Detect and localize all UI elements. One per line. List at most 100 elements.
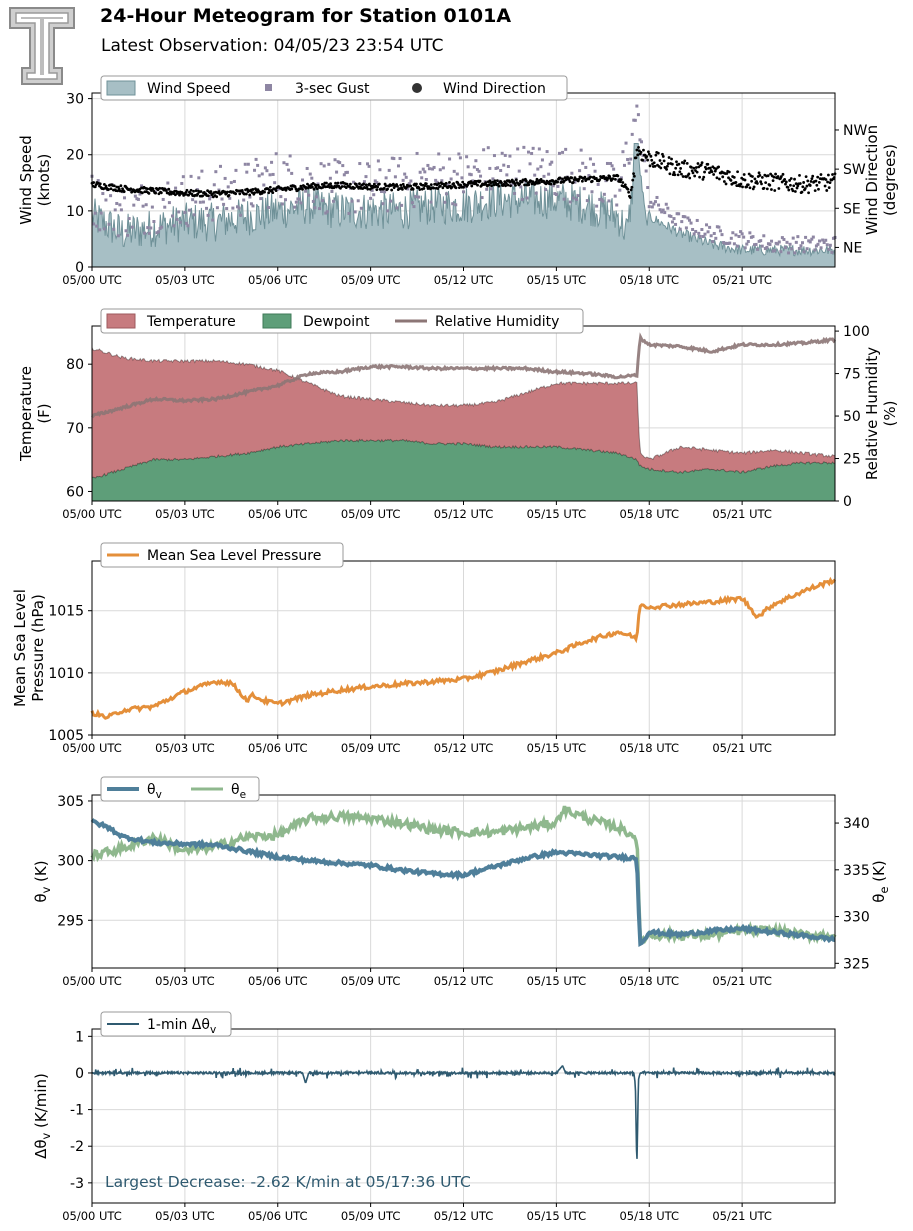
x-tick-label: 05/21 UTC <box>712 507 772 521</box>
direction-point <box>364 183 368 187</box>
direction-point <box>401 187 404 191</box>
gust-point <box>609 161 613 165</box>
gust-point <box>288 154 292 158</box>
gust-point <box>102 227 106 231</box>
gust-point <box>254 157 258 161</box>
gust-point <box>698 234 702 238</box>
gust-point <box>245 170 249 174</box>
gust-point <box>249 202 253 206</box>
gust-point <box>649 200 653 204</box>
legend-swatch <box>412 83 422 93</box>
direction-point <box>561 177 564 181</box>
gust-point <box>632 118 636 122</box>
y2-tick-label: 335 <box>843 863 870 879</box>
direction-point <box>674 166 678 170</box>
direction-point <box>712 173 716 176</box>
direction-point <box>116 189 119 193</box>
y-axis-label: (knots) <box>35 154 53 207</box>
direction-point <box>703 170 706 174</box>
gust-point <box>576 194 580 198</box>
direction-point <box>329 182 332 186</box>
direction-point <box>478 179 482 183</box>
gust-point <box>297 197 301 201</box>
direction-point <box>667 156 671 159</box>
gust-point <box>283 198 287 202</box>
gust-point <box>270 160 274 164</box>
gust-point <box>243 162 247 166</box>
gust-point <box>770 239 774 243</box>
gust-point <box>520 198 524 202</box>
gust-point <box>260 172 264 176</box>
gust-point <box>692 232 696 236</box>
gust-point <box>372 193 376 197</box>
direction-point <box>504 184 508 188</box>
gust-point <box>554 192 558 196</box>
direction-point <box>741 185 744 189</box>
direction-point <box>647 152 651 156</box>
gust-point <box>766 242 770 246</box>
gust-point <box>522 145 526 149</box>
gust-point <box>674 222 678 226</box>
gust-point <box>581 161 585 165</box>
y-tick-label: 300 <box>57 854 84 870</box>
gust-point <box>441 166 445 170</box>
gust-point <box>818 239 822 243</box>
y2-axis-label: Relative Humidity <box>863 347 881 480</box>
gust-point <box>635 104 639 108</box>
direction-point <box>399 183 403 187</box>
x-tick-label: 05/12 UTC <box>434 741 494 755</box>
direction-point <box>747 172 751 176</box>
gust-point <box>759 239 763 243</box>
gust-point <box>646 186 650 190</box>
y2-tick-label: SE <box>843 201 861 217</box>
direction-point <box>637 145 640 149</box>
gust-point <box>403 172 407 176</box>
gust-point <box>531 146 535 150</box>
direction-point <box>825 189 829 192</box>
gust-point <box>308 172 312 176</box>
y2-tick-label: 0 <box>843 494 852 510</box>
y2-axis-label: Wind Direction <box>863 125 881 235</box>
page-title: 24-Hour Meteogram for Station 0101A <box>100 5 512 27</box>
direction-point <box>813 189 817 193</box>
direction-point <box>695 170 699 174</box>
x-tick-label: 05/21 UTC <box>712 741 772 755</box>
direction-point <box>253 191 257 195</box>
gust-point <box>488 166 492 170</box>
gust-point <box>214 170 218 174</box>
direction-point <box>199 190 203 193</box>
gust-point <box>285 162 289 166</box>
x-tick-label: 05/12 UTC <box>434 974 494 988</box>
gust-point <box>109 194 113 198</box>
direction-point <box>823 184 827 188</box>
x-tick-label: 05/06 UTC <box>248 1209 308 1223</box>
gust-point <box>553 192 557 196</box>
gust-point <box>793 251 797 255</box>
direction-point <box>803 187 807 190</box>
direction-point <box>688 176 692 180</box>
gust-point <box>810 237 814 241</box>
x-tick-label: 05/06 UTC <box>248 974 308 988</box>
gust-point <box>95 224 99 228</box>
gust-point <box>723 241 727 245</box>
gust-point <box>350 199 354 203</box>
direction-point <box>268 185 272 189</box>
direction-point <box>660 162 664 165</box>
gust-point <box>149 226 153 230</box>
dewpoint-edge <box>91 438 836 479</box>
direction-point <box>715 176 719 180</box>
gust-point <box>678 227 682 231</box>
gust-point <box>494 166 498 170</box>
gust-point <box>712 231 716 235</box>
direction-point <box>461 180 465 184</box>
gust-point <box>794 240 798 244</box>
direction-point <box>299 184 303 188</box>
direction-point <box>784 182 787 186</box>
gust-point <box>753 243 757 247</box>
gust-point <box>415 151 419 155</box>
direction-point <box>567 177 571 181</box>
gust-point <box>658 208 662 212</box>
direction-point <box>811 174 815 178</box>
direction-point <box>788 179 791 182</box>
direction-point <box>158 186 162 190</box>
